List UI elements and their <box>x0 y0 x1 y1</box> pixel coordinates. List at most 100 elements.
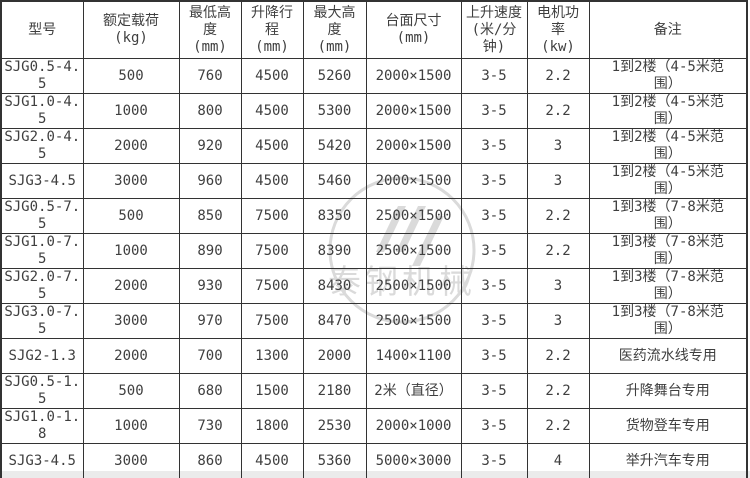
cell-lift-stroke: 1800 <box>240 408 304 444</box>
table-row: SJG0.5-4.5 500 760 4500 5260 2000×1500 3-5 2.2 1… <box>0 58 748 94</box>
cell-lift-stroke: 1300 <box>240 338 304 374</box>
cell-rated-load: 3000 <box>82 303 180 339</box>
cell-lift-stroke: 7500 <box>240 233 304 269</box>
cell-min-height: 850 <box>178 198 242 234</box>
cell-model: SJG0.5-4.5 <box>0 58 84 94</box>
cell-platform-size: 2000×1500 <box>365 163 462 199</box>
cell-remark: 1到2楼（4-5米范围） <box>588 163 748 199</box>
cell-min-height: 760 <box>178 58 242 94</box>
header-lift-stroke: 升降行程 (mm) <box>240 0 304 59</box>
header-unit: (mm) <box>193 38 227 55</box>
cell-min-height: 700 <box>178 338 242 374</box>
cell-remark: 1到2楼（4-5米范围） <box>588 93 748 129</box>
cell-rated-load: 500 <box>82 198 180 234</box>
cell-remark: 货物登车专用 <box>588 408 748 444</box>
header-min-height: 最低高度 (mm) <box>178 0 242 59</box>
cell-min-height: 860 <box>178 443 242 478</box>
cell-lift-speed: 3-5 <box>460 443 528 478</box>
cell-platform-size: 2500×1500 <box>365 233 462 269</box>
header-label: 台面尺寸 <box>385 13 442 29</box>
table-row: SJG3.0-7.5 3000 970 7500 8470 2500×1500 3-5 3 1到… <box>0 303 748 339</box>
cell-remark: 医药流水线专用 <box>588 338 748 374</box>
cell-platform-size: 2000×1000 <box>365 408 462 444</box>
cell-lift-stroke: 4500 <box>240 443 304 478</box>
cell-lift-speed: 3-5 <box>460 268 528 304</box>
cell-remark: 1到3楼（7-8米范围） <box>588 198 748 234</box>
cell-model: SJG1.0-7.5 <box>0 233 84 269</box>
header-motor-power: 电机功率 (kw) <box>526 0 590 59</box>
cell-max-height: 8430 <box>302 268 367 304</box>
cell-platform-size: 2500×1500 <box>365 268 462 304</box>
cell-model: SJG2.0-7.5 <box>0 268 84 304</box>
cell-lift-stroke: 7500 <box>240 198 304 234</box>
cell-rated-load: 1000 <box>82 93 180 129</box>
cell-platform-size: 1400×1100 <box>365 338 462 374</box>
cell-lift-speed: 3-5 <box>460 408 528 444</box>
header-label: 电机功率 <box>537 4 579 38</box>
header-unit: (mm) <box>255 38 289 55</box>
cell-lift-stroke: 7500 <box>240 268 304 304</box>
cell-rated-load: 2000 <box>82 268 180 304</box>
cell-remark: 升降舞台专用 <box>588 373 748 409</box>
header-label: 升降行程 <box>251 4 293 38</box>
header-remark: 备注 <box>588 0 748 59</box>
cell-rated-load: 3000 <box>82 163 180 199</box>
cell-max-height: 5300 <box>302 93 367 129</box>
cell-motor-power: 3 <box>526 303 590 339</box>
cell-max-height: 2530 <box>302 408 367 444</box>
cell-rated-load: 3000 <box>82 443 180 478</box>
cell-max-height: 2180 <box>302 373 367 409</box>
cell-max-height: 2000 <box>302 338 367 374</box>
cell-motor-power: 2.2 <box>526 93 590 129</box>
cell-min-height: 920 <box>178 128 242 164</box>
cell-motor-power: 2.2 <box>526 338 590 374</box>
table-row: SJG0.5-7.5 500 850 7500 8350 2500×1500 3-5 2.2 1… <box>0 198 748 234</box>
cell-model: SJG3-4.5 <box>0 443 84 478</box>
cell-min-height: 680 <box>178 373 242 409</box>
cell-lift-stroke: 7500 <box>240 303 304 339</box>
header-unit: (kg) <box>114 30 148 46</box>
cell-remark: 1到3楼（7-8米范围） <box>588 268 748 304</box>
cell-platform-size: 2000×1500 <box>365 58 462 94</box>
header-rated-load: 额定载荷 (kg) <box>82 0 180 59</box>
cell-rated-load: 2000 <box>82 338 180 374</box>
cell-lift-speed: 3-5 <box>460 198 528 234</box>
header-unit: (mm) <box>396 30 431 46</box>
cell-model: SJG1.0-4.5 <box>0 93 84 129</box>
cell-model: SJG2.0-4.5 <box>0 128 84 164</box>
cell-max-height: 5420 <box>302 128 367 164</box>
header-lift-speed: 上升速度 (米/分钟) <box>460 0 528 59</box>
cell-lift-stroke: 1500 <box>240 373 304 409</box>
cell-model: SJG3.0-7.5 <box>0 303 84 339</box>
header-platform-size: 台面尺寸 (mm) <box>365 0 462 59</box>
table-row: SJG2-1.3 2000 700 1300 2000 1400×1100 3-5 2.2 医药… <box>0 338 748 374</box>
cell-max-height: 8350 <box>302 198 367 234</box>
cell-lift-speed: 3-5 <box>460 58 528 94</box>
cell-remark: 1到2楼（4-5米范围） <box>588 128 748 164</box>
cell-platform-size: 2500×1500 <box>365 303 462 339</box>
table-row: SJG2.0-4.5 2000 920 4500 5420 2000×1500 3-5 3 1到… <box>0 128 748 164</box>
header-label: 型号 <box>28 21 57 38</box>
header-unit: (kw) <box>541 38 575 55</box>
cell-rated-load: 500 <box>82 373 180 409</box>
cell-platform-size: 2米（直径） <box>365 373 462 409</box>
cell-lift-speed: 3-5 <box>460 163 528 199</box>
cell-max-height: 5460 <box>302 163 367 199</box>
cell-lift-stroke: 4500 <box>240 163 304 199</box>
header-label: 最低高度 <box>189 4 231 38</box>
header-label: 额定载荷 <box>103 13 159 29</box>
cell-rated-load: 1000 <box>82 408 180 444</box>
cell-min-height: 960 <box>178 163 242 199</box>
cell-model: SJG3-4.5 <box>0 163 84 199</box>
header-row: 型号 额定载荷 (kg) 最低高度 (mm) 升降行程 (mm) 最大高度 <box>0 0 748 59</box>
spec-table-body: SJG0.5-4.5 500 760 4500 5260 2000×1500 3-5 2.2 1… <box>0 58 748 478</box>
cell-min-height: 890 <box>178 233 242 269</box>
cell-remark: 1到3楼（7-8米范围） <box>588 303 748 339</box>
cell-lift-stroke: 4500 <box>240 58 304 94</box>
cell-max-height: 5260 <box>302 58 367 94</box>
table-row: SJG3-4.5 3000 860 4500 5360 5000×3000 3-5 4 举升汽车… <box>0 443 748 478</box>
cell-model: SJG2-1.3 <box>0 338 84 374</box>
table-row: SJG1.0-1.8 1000 730 1800 2530 2000×1000 3-5 2.2… <box>0 408 748 444</box>
cell-model: SJG0.5-1.5 <box>0 373 84 409</box>
